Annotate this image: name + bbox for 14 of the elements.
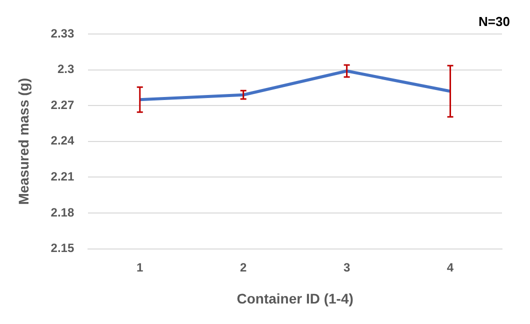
text: N=30 xyxy=(478,14,510,30)
y-tick-label: 2.33 xyxy=(50,26,74,40)
x-tick-label: 1 xyxy=(136,260,144,274)
y-tick-label: 2.27 xyxy=(50,98,74,112)
x-tick-label: 4 xyxy=(446,260,454,274)
y-tick-label: 2.21 xyxy=(50,170,74,184)
y-tick-label: 2.3 xyxy=(57,62,74,76)
x-axis-title: Container ID (1-4) xyxy=(236,290,354,306)
y-tick-label: 2.15 xyxy=(50,241,74,256)
y-tick-label: 2.24 xyxy=(50,134,74,148)
x-tick-label: 3 xyxy=(343,260,350,274)
y-axis-title: Measured mass (g) xyxy=(15,78,32,205)
y-tick-label: 2.18 xyxy=(50,205,74,220)
x-tick-label: 2 xyxy=(240,260,248,274)
